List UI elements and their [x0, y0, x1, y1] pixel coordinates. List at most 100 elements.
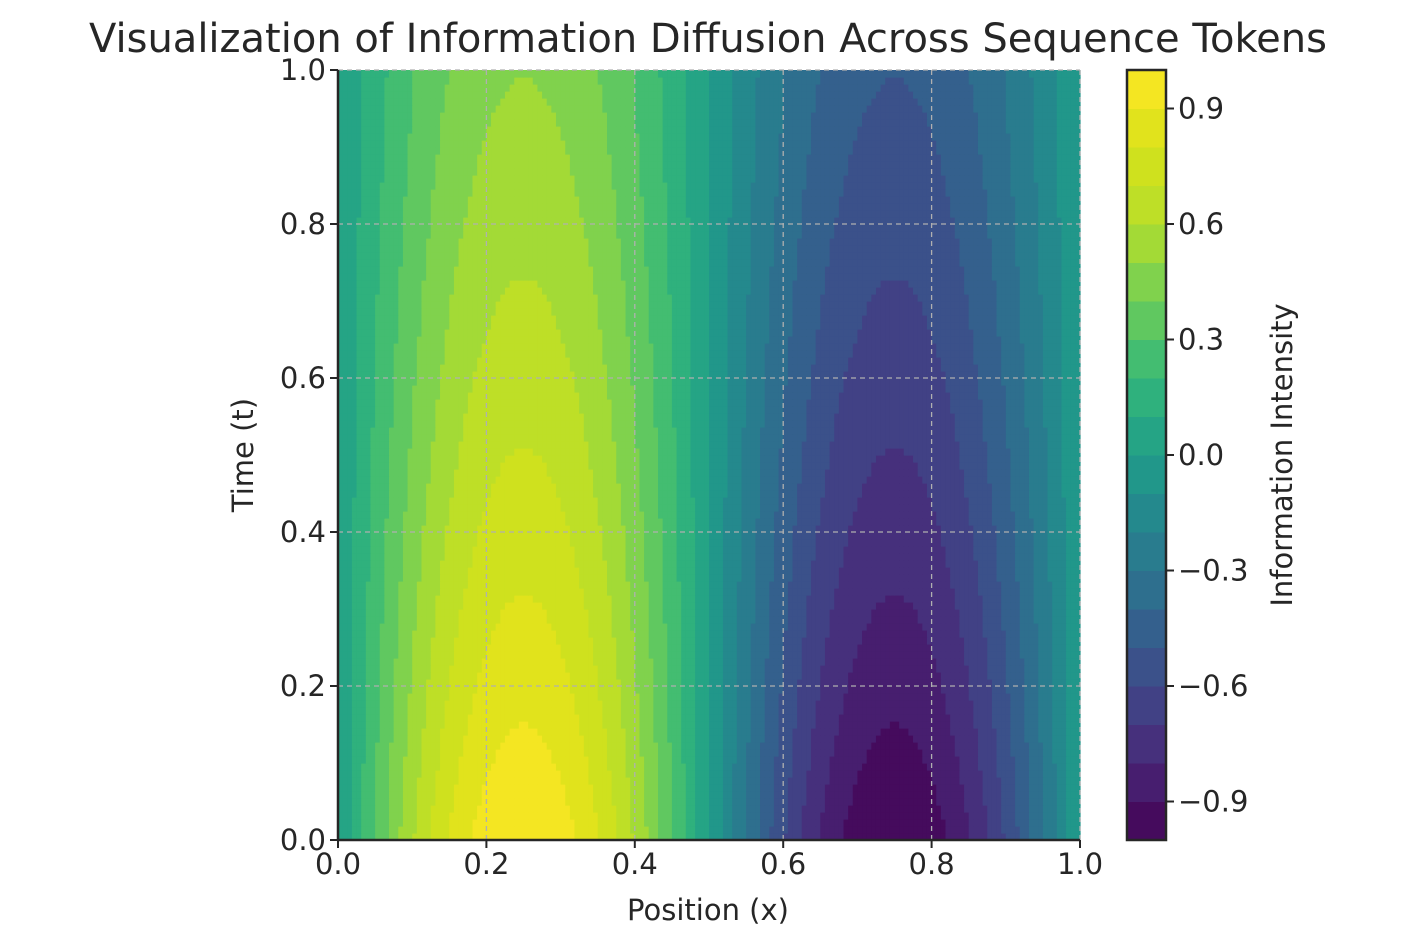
contour-cell	[1001, 749, 1007, 757]
contour-cell	[746, 763, 752, 771]
contour-cell	[361, 707, 367, 715]
contour-cell	[1066, 707, 1072, 715]
contour-cell	[671, 686, 678, 694]
contour-cell	[356, 833, 362, 841]
contour-cell	[657, 721, 664, 729]
contour-cell	[936, 826, 942, 834]
contour-cell	[528, 651, 534, 659]
contour-cell	[848, 819, 854, 827]
contour-cell	[695, 805, 701, 813]
contour-cell	[365, 833, 372, 841]
contour-cell	[407, 665, 413, 673]
contour-cell	[811, 777, 817, 785]
contour-cell	[917, 637, 923, 645]
contour-cell	[811, 812, 817, 820]
contour-cell	[926, 651, 933, 659]
contour-cell	[356, 630, 362, 638]
contour-cell	[398, 644, 404, 652]
contour-cell	[1010, 693, 1016, 701]
contour-cell	[402, 805, 409, 813]
contour-cell	[1005, 707, 1012, 715]
contour-cell	[806, 721, 812, 729]
contour-cell	[416, 658, 423, 666]
contour-cell	[913, 679, 919, 687]
contour-cell	[472, 721, 478, 729]
contour-cell	[741, 819, 747, 827]
contour-cell	[773, 770, 780, 778]
contour-cell	[486, 665, 492, 673]
contour-cell	[1005, 728, 1012, 736]
contour-cell	[467, 686, 474, 694]
contour-cell	[402, 693, 409, 701]
contour-cell	[504, 644, 511, 652]
contour-cell	[741, 721, 747, 729]
contour-cell	[453, 749, 460, 757]
contour-cell	[857, 791, 863, 799]
contour-cell	[370, 728, 376, 736]
contour-cell	[407, 693, 413, 701]
contour-cell	[546, 826, 552, 834]
contour-cell	[421, 763, 427, 771]
contour-cell	[936, 833, 942, 841]
contour-cell	[885, 665, 891, 673]
contour-cell	[421, 826, 427, 834]
contour-cell	[444, 616, 450, 624]
contour-cell	[611, 742, 617, 750]
contour-cell	[402, 623, 409, 631]
contour-cell	[370, 672, 376, 680]
contour-cell	[356, 749, 362, 757]
contour-cell	[824, 693, 831, 701]
contour-cell	[620, 826, 627, 834]
contour-cell	[732, 651, 738, 659]
contour-cell	[1056, 658, 1063, 666]
contour-cell	[671, 812, 678, 820]
contour-cell	[866, 707, 872, 715]
contour-cell	[1056, 749, 1063, 757]
contour-cell	[681, 679, 687, 687]
contour-cell	[1024, 826, 1030, 834]
contour-cell	[551, 784, 557, 792]
contour-cell	[407, 616, 413, 624]
contour-cell	[871, 756, 877, 764]
contour-cell	[936, 672, 942, 680]
contour-cell	[528, 679, 534, 687]
contour-cell	[458, 826, 464, 834]
contour-cell	[736, 679, 743, 687]
contour-cell	[602, 679, 608, 687]
contour-cell	[555, 665, 562, 673]
contour-cell	[1042, 630, 1049, 638]
contour-cell	[964, 826, 970, 834]
contour-cell	[926, 749, 933, 757]
contour-cell	[370, 651, 376, 659]
contour-cell	[838, 693, 845, 701]
contour-cell	[546, 777, 552, 785]
contour-cell	[620, 721, 627, 729]
contour-cell	[389, 630, 395, 638]
contour-cell	[926, 784, 933, 792]
contour-cell	[347, 805, 353, 813]
contour-cell	[449, 826, 455, 834]
contour-cell	[829, 700, 835, 708]
contour-cell	[736, 763, 743, 771]
contour-cell	[806, 693, 812, 701]
contour-cell	[375, 819, 381, 827]
contour-cell	[449, 812, 455, 820]
contour-cell	[639, 756, 645, 764]
contour-cell	[644, 763, 650, 771]
contour-cell	[518, 777, 525, 785]
contour-cell	[973, 833, 979, 841]
contour-cell	[875, 819, 882, 827]
contour-cell	[588, 637, 594, 645]
contour-cell	[866, 686, 872, 694]
contour-cell	[653, 777, 659, 785]
contour-cell	[616, 686, 622, 694]
contour-cell	[491, 679, 497, 687]
contour-cell	[806, 686, 812, 694]
contour-cell	[671, 742, 678, 750]
contour-cell	[384, 763, 390, 771]
contour-cell	[778, 749, 784, 757]
contour-cell	[565, 658, 571, 666]
contour-cell	[671, 735, 678, 743]
contour-cell	[746, 665, 752, 673]
contour-cell	[991, 630, 998, 638]
